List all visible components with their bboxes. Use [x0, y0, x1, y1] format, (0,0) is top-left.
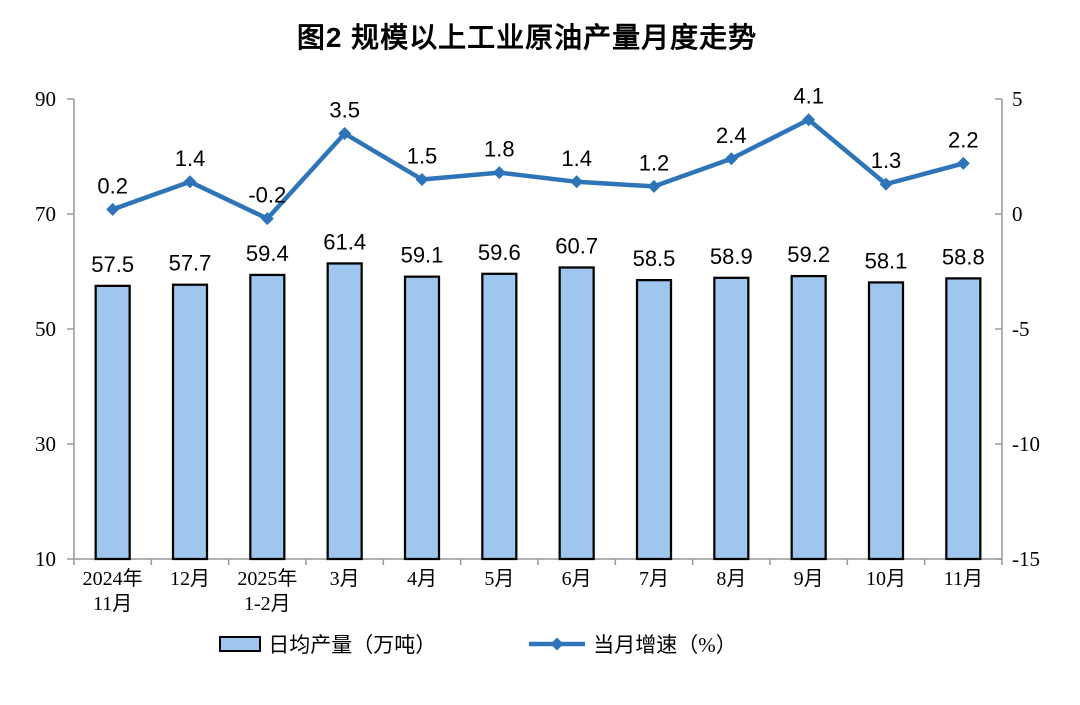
x-axis-category-label: 11月: [93, 593, 132, 615]
left-axis-tick-label: 90: [35, 87, 56, 111]
x-axis-category-label: 11月: [944, 568, 983, 590]
left-axis-tick-label: 30: [35, 432, 56, 456]
x-axis-category-label: 2025年: [237, 567, 297, 590]
legend-label-line-series: 当月增速（%）: [593, 633, 737, 657]
bar: [867, 281, 905, 561]
bar: [558, 266, 595, 561]
right-axis-tick-label: 0: [1012, 202, 1023, 226]
line-value-label: 1.2: [639, 150, 670, 175]
bar-value-label: 60.7: [555, 233, 598, 258]
bar: [94, 284, 131, 561]
legend-item-line-series: 当月增速（%）: [528, 629, 737, 659]
line-value-label: 4.1: [793, 84, 824, 109]
bar: [171, 283, 209, 561]
bar-value-label: 58.5: [633, 246, 676, 271]
x-axis-category-label: 1-2月: [244, 593, 291, 615]
bar: [635, 279, 673, 561]
x-axis-category-label: 5月: [484, 568, 514, 590]
growth-line: [110, 117, 966, 221]
bar: [403, 275, 441, 561]
bar: [249, 273, 286, 561]
line-marker-diamond: [724, 152, 738, 166]
bar: [790, 274, 827, 561]
line-marker-diamond: [492, 166, 506, 180]
line-value-label: 1.5: [407, 144, 438, 169]
line-value-label: 3.5: [329, 98, 360, 123]
right-axis-tick-label: -15: [1012, 547, 1040, 571]
right-axis-tick-label: -5: [1012, 317, 1030, 341]
bar: [713, 276, 750, 561]
bar-value-label: 58.1: [865, 248, 908, 273]
line-value-label: 1.4: [561, 146, 592, 171]
x-axis-category-label: 2024年: [83, 567, 143, 590]
bar: [945, 277, 982, 561]
line-marker-diamond: [802, 113, 816, 127]
bar-value-label: 61.4: [323, 229, 366, 254]
chart-title: 图2 规模以上工业原油产量月度走势: [296, 22, 758, 53]
legend-item-bar-series: 日均产量（万吨）: [219, 629, 436, 659]
line-marker-diamond: [879, 177, 893, 191]
bar-series-swatch: [219, 636, 262, 652]
line-value-label: 2.2: [948, 127, 979, 152]
line-marker-diamond: [260, 212, 274, 226]
line-value-label: 1.3: [871, 148, 902, 173]
bar-value-label: 57.5: [91, 252, 134, 277]
x-axis-category-label: 8月: [716, 568, 746, 590]
x-axis-category-label: 7月: [639, 568, 669, 590]
line-value-label: -0.2: [248, 183, 286, 208]
x-axis-category-label: 4月: [407, 568, 437, 590]
x-axis-category-label: 6月: [562, 568, 592, 590]
bar: [481, 272, 518, 561]
legend-label-bar-series: 日均产量（万吨）: [268, 633, 437, 657]
line-marker-diamond: [106, 202, 120, 216]
x-axis-category-label: 3月: [330, 568, 360, 590]
line-marker-diamond: [647, 179, 661, 193]
bar-value-label: 59.6: [478, 240, 521, 265]
line-value-label: 1.8: [484, 137, 515, 162]
bar-value-label: 59.1: [401, 243, 444, 268]
line-series-swatch: [529, 637, 586, 651]
x-axis-category-label: 10月: [866, 568, 906, 590]
left-axis-tick-label: 70: [35, 202, 56, 226]
line-value-label: 2.4: [716, 123, 747, 148]
line-value-label: 1.4: [175, 146, 206, 171]
bar-value-label: 58.8: [942, 244, 985, 269]
line-marker-diamond: [415, 173, 429, 186]
bar-value-label: 58.9: [710, 244, 753, 269]
line-marker-diamond: [956, 156, 970, 170]
line-marker-diamond: [570, 175, 584, 189]
bar: [326, 262, 363, 561]
bar-value-label: 57.7: [169, 251, 212, 276]
left-axis-tick-label: 50: [35, 317, 56, 341]
bar-value-label: 59.4: [246, 241, 289, 266]
line-marker-diamond: [183, 175, 197, 189]
x-axis-category-label: 12月: [170, 568, 210, 590]
line-marker-diamond: [338, 127, 352, 140]
right-axis-tick-label: 5: [1012, 87, 1023, 111]
bar-value-label: 59.2: [787, 242, 830, 267]
right-axis-tick-label: -10: [1012, 432, 1040, 456]
left-axis-tick-label: 10: [35, 547, 56, 571]
line-value-label: 0.2: [97, 173, 128, 198]
x-axis-category-label: 9月: [794, 568, 824, 590]
chart-legend: 日均产量（万吨） 当月增速（%）: [0, 629, 1018, 659]
